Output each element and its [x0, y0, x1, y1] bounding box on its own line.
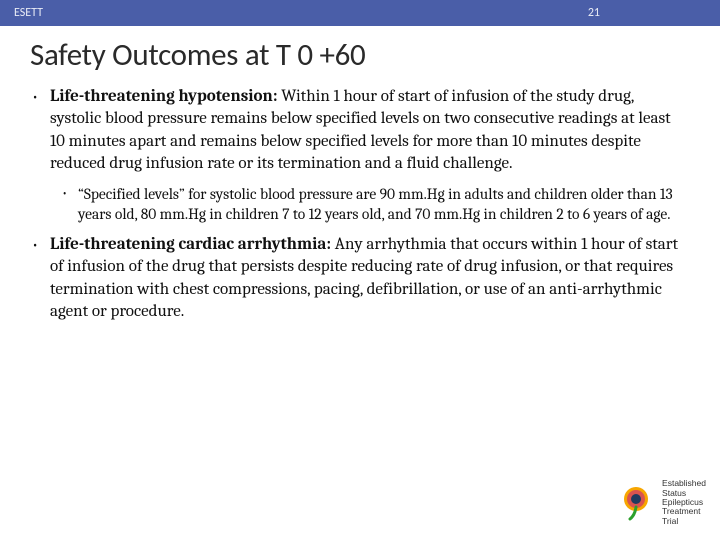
bullet-dot-icon: • [62, 184, 78, 224]
logo-text: Established Status Epilepticus Treatment… [662, 479, 706, 526]
list-item: • Life-threatening cardiac arrhythmia: A… [32, 234, 688, 324]
bullet-lead: Life-threatening cardiac arrhythmia: [50, 235, 331, 254]
bullet-text: “Specified levels” for systolic blood pr… [78, 184, 688, 224]
footer-logo: Established Status Epilepticus Treatment… [620, 479, 706, 526]
bullet-dot-icon: • [32, 86, 50, 176]
list-item: • “Specified levels” for systolic blood … [62, 184, 688, 224]
logo-line: Trial [662, 517, 706, 526]
bullet-dot-icon: • [32, 234, 50, 324]
bullet-body: “Specified levels” for systolic blood pr… [78, 185, 673, 223]
header-bar: ESETT 21 [0, 0, 720, 26]
header-left-label: ESETT [14, 6, 43, 20]
bullet-text: Life-threatening cardiac arrhythmia: Any… [50, 234, 688, 324]
logo-icon [620, 485, 656, 521]
page-title: Safety Outcomes at T 0 +60 [0, 26, 720, 86]
slide-number: 21 [588, 6, 600, 20]
bullet-text: Life-threatening hypotension: Within 1 h… [50, 86, 688, 176]
list-item: • Life-threatening hypotension: Within 1… [32, 86, 688, 176]
bullet-lead: Life-threatening hypotension: [50, 87, 278, 106]
bullet-list: • Life-threatening hypotension: Within 1… [0, 86, 720, 324]
